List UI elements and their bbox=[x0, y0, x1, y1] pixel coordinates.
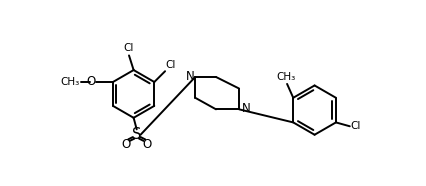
Text: N: N bbox=[185, 70, 194, 84]
Text: O: O bbox=[86, 76, 95, 89]
Text: N: N bbox=[242, 102, 251, 115]
Text: S: S bbox=[132, 127, 141, 142]
Text: CH₃: CH₃ bbox=[60, 77, 80, 87]
Text: Cl: Cl bbox=[123, 43, 133, 53]
Text: Cl: Cl bbox=[351, 121, 361, 131]
Text: O: O bbox=[121, 138, 130, 151]
Text: O: O bbox=[143, 138, 152, 151]
Text: CH₃: CH₃ bbox=[276, 72, 296, 82]
Text: Cl: Cl bbox=[166, 60, 176, 70]
